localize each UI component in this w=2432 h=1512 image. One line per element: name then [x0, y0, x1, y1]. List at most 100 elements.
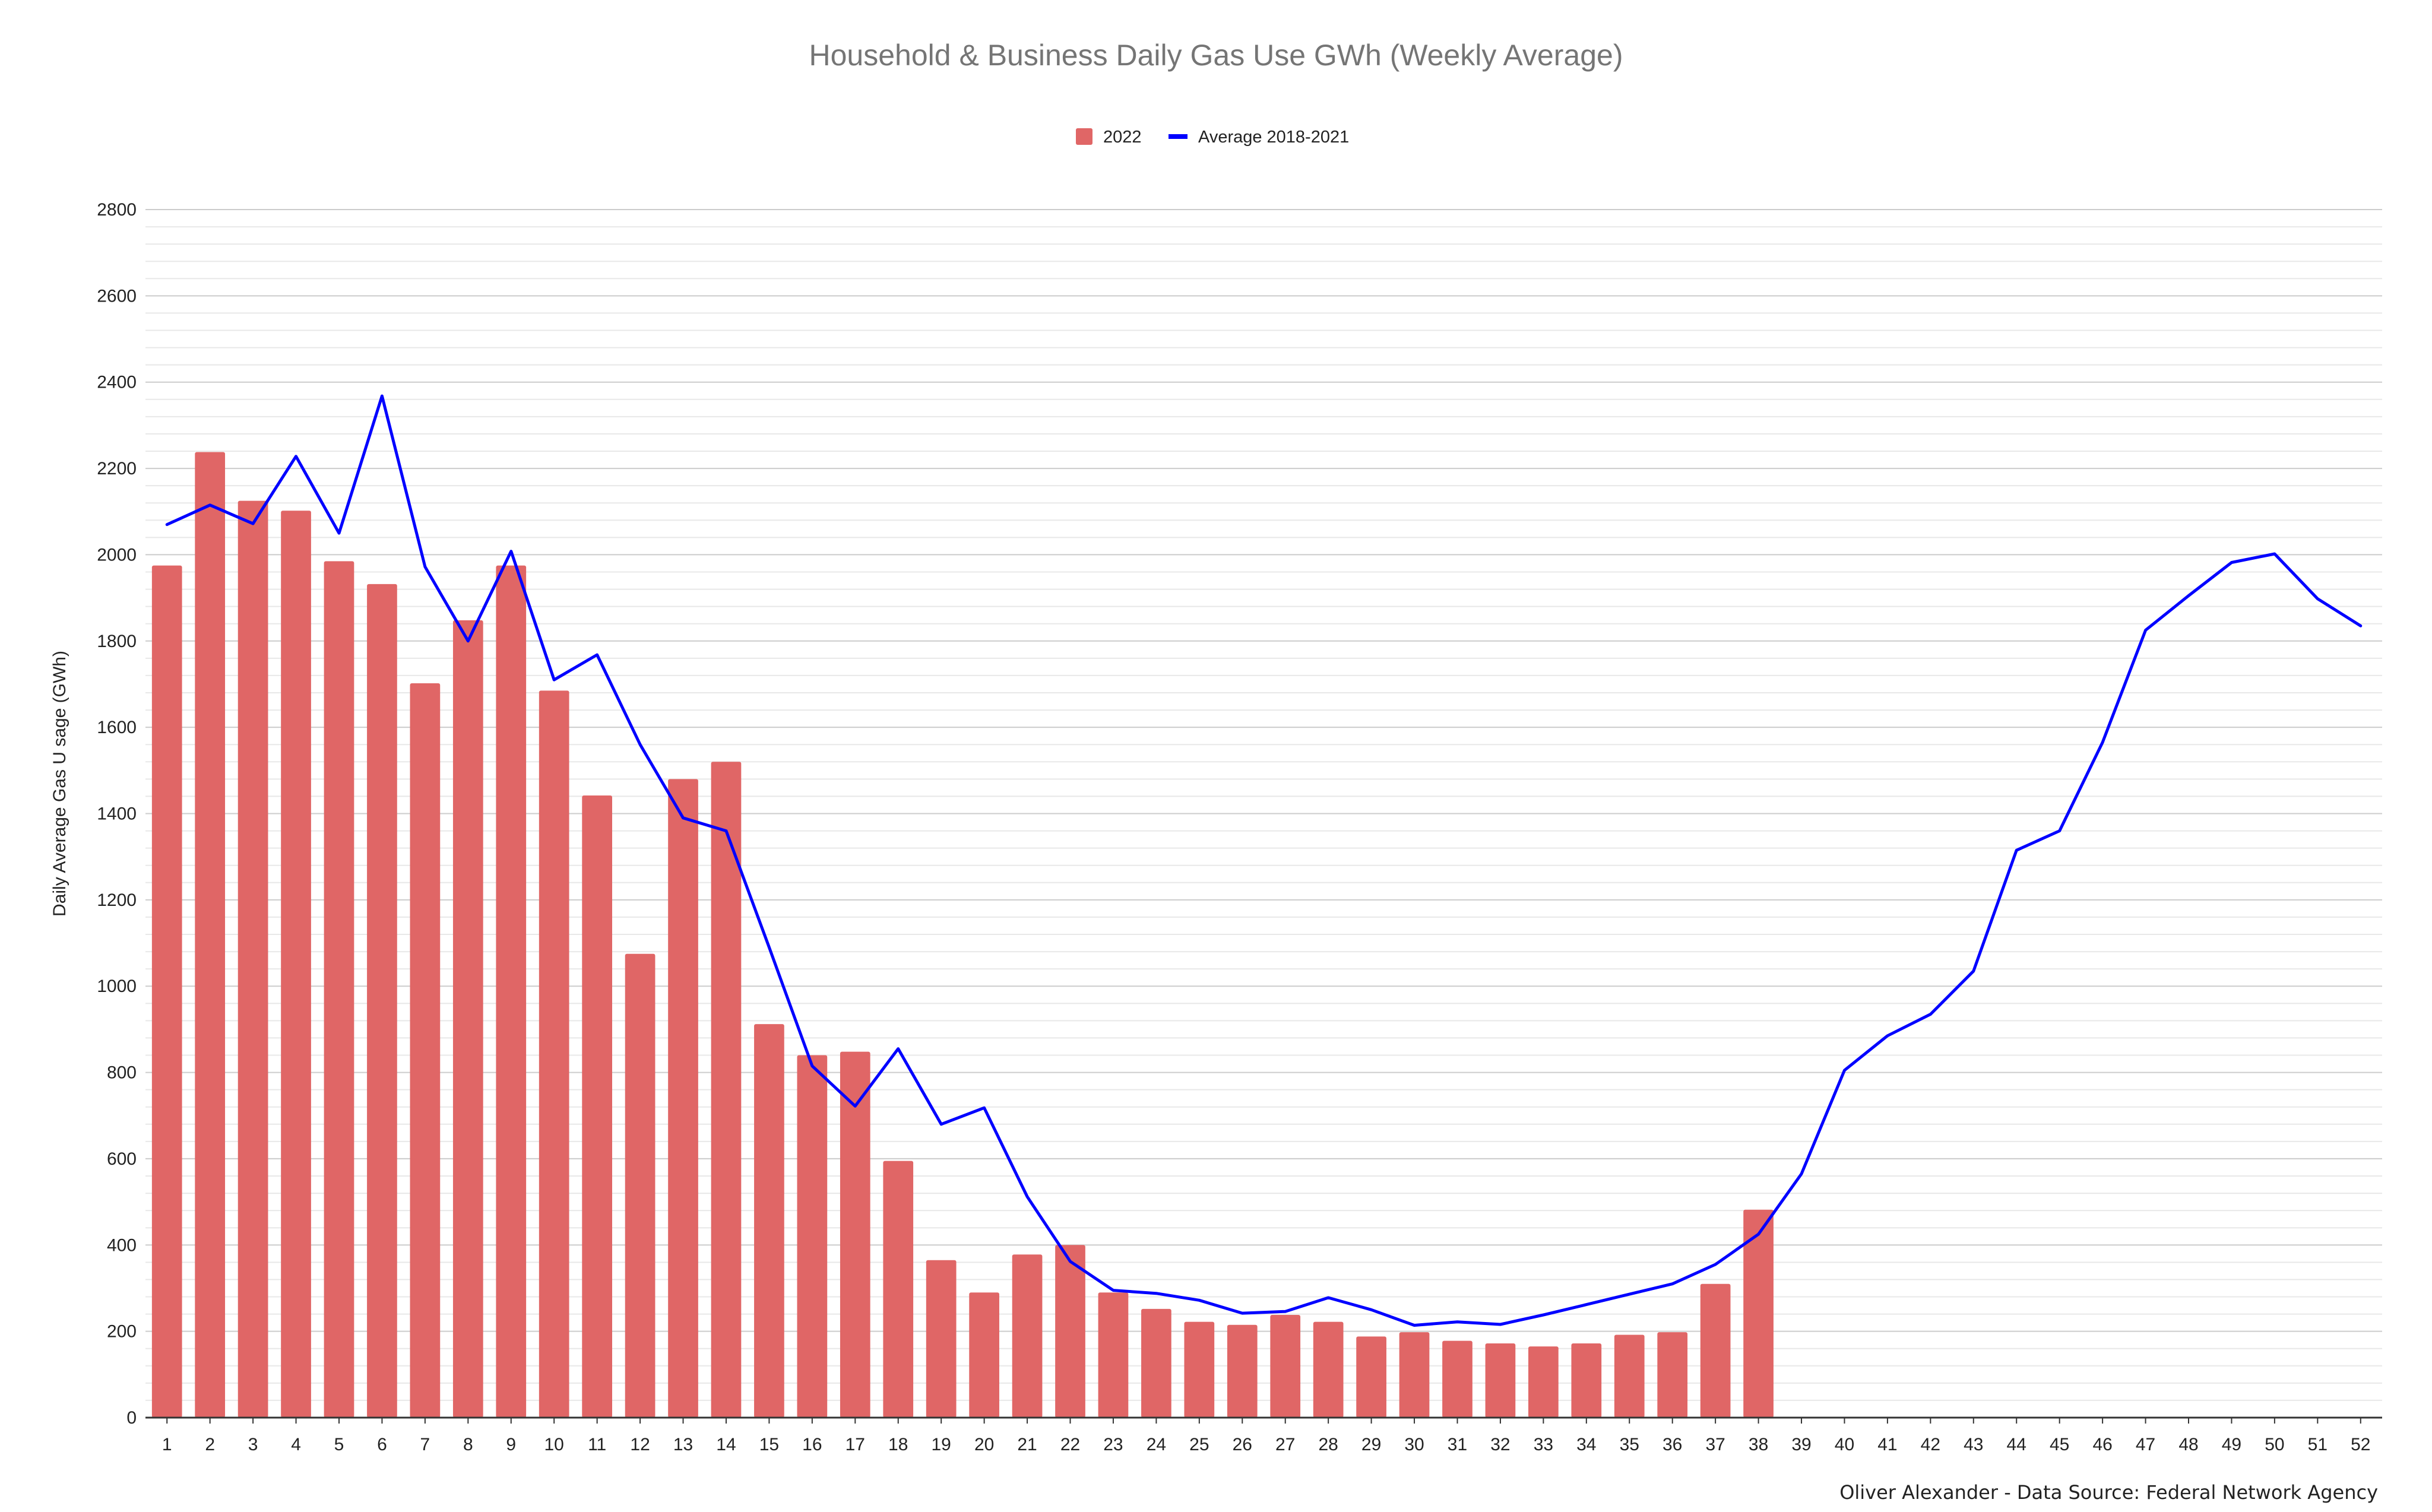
- x-tick-label: 12: [630, 1435, 650, 1454]
- x-tick-label: 51: [2308, 1435, 2328, 1454]
- x-tick-label: 32: [1490, 1435, 1510, 1454]
- x-tick-label: 27: [1275, 1435, 1295, 1454]
- bar-2022-week-3: [238, 500, 268, 1418]
- bar-2022-week-9: [496, 565, 527, 1418]
- chart-title: Household & Business Daily Gas Use GWh (…: [809, 39, 1623, 72]
- y-tick-label: 1800: [97, 632, 137, 651]
- bar-2022-week-20: [969, 1292, 999, 1418]
- bar-2022-week-13: [668, 779, 698, 1418]
- x-tick-label: 48: [2178, 1435, 2198, 1454]
- y-tick-label: 0: [126, 1408, 137, 1428]
- x-tick-label: 9: [506, 1435, 516, 1454]
- x-tick-label: 16: [802, 1435, 822, 1454]
- line-series-average: [165, 394, 2363, 1327]
- bar-2022-week-27: [1270, 1315, 1301, 1418]
- y-tick-label: 2800: [97, 200, 137, 220]
- x-tick-label: 36: [1662, 1435, 1682, 1454]
- x-tick-label: 24: [1147, 1435, 1166, 1454]
- x-tick-label: 39: [1791, 1435, 1811, 1454]
- x-tick-label: 44: [2007, 1435, 2026, 1454]
- bar-2022-week-18: [883, 1161, 914, 1418]
- legend-swatch-2022: [1076, 128, 1092, 145]
- bar-2022-week-24: [1141, 1308, 1171, 1418]
- y-tick-label: 1400: [97, 804, 137, 824]
- axes: 0200400600800100012001400160018002000220…: [97, 200, 2382, 1454]
- bar-series-2022: [151, 452, 1774, 1418]
- x-tick-label: 22: [1060, 1435, 1080, 1454]
- x-tick-label: 40: [1835, 1435, 1854, 1454]
- x-tick-label: 31: [1448, 1435, 1467, 1454]
- y-tick-label: 1200: [97, 890, 137, 910]
- x-tick-label: 18: [888, 1435, 908, 1454]
- x-tick-label: 11: [588, 1435, 606, 1454]
- bar-2022-week-5: [324, 561, 354, 1418]
- x-tick-label: 10: [544, 1435, 564, 1454]
- bar-2022-week-19: [926, 1260, 957, 1418]
- y-tick-label: 600: [107, 1149, 137, 1169]
- bar-2022-week-11: [582, 795, 612, 1418]
- x-tick-label: 37: [1705, 1435, 1725, 1454]
- bar-2022-week-34: [1571, 1343, 1602, 1418]
- footer-credit: Oliver Alexander - Data Source: Federal …: [1839, 1481, 2378, 1504]
- bar-2022-week-32: [1485, 1343, 1516, 1418]
- x-tick-label: 25: [1189, 1435, 1209, 1454]
- x-tick-label: 23: [1103, 1435, 1123, 1454]
- x-tick-label: 3: [248, 1435, 258, 1454]
- x-tick-label: 19: [931, 1435, 951, 1454]
- bar-2022-week-22: [1055, 1245, 1085, 1418]
- y-tick-label: 400: [107, 1235, 137, 1255]
- bar-2022-week-37: [1700, 1283, 1731, 1418]
- x-tick-label: 43: [1964, 1435, 1983, 1454]
- bar-2022-week-4: [281, 511, 311, 1418]
- bar-2022-week-21: [1012, 1254, 1043, 1418]
- bar-2022-week-36: [1657, 1332, 1688, 1418]
- y-tick-label: 200: [107, 1322, 137, 1342]
- bar-2022-week-28: [1313, 1321, 1344, 1418]
- x-tick-label: 35: [1620, 1435, 1639, 1454]
- legend-label-average: Average 2018-2021: [1198, 128, 1349, 147]
- bar-2022-week-25: [1184, 1321, 1215, 1418]
- x-tick-label: 21: [1017, 1435, 1037, 1454]
- bar-2022-week-7: [410, 683, 441, 1418]
- y-axis-label: Daily Average Gas U sage (GWh): [50, 651, 69, 917]
- x-tick-label: 28: [1318, 1435, 1338, 1454]
- bar-2022-week-10: [539, 690, 569, 1418]
- bar-2022-week-15: [754, 1024, 784, 1418]
- x-tick-label: 6: [377, 1435, 387, 1454]
- x-tick-label: 50: [2265, 1435, 2284, 1454]
- x-tick-label: 45: [2050, 1435, 2069, 1454]
- y-tick-label: 2200: [97, 459, 137, 478]
- x-tick-label: 49: [2222, 1435, 2241, 1454]
- x-tick-label: 52: [2351, 1435, 2370, 1454]
- bar-2022-week-2: [195, 452, 226, 1418]
- x-tick-label: 2: [205, 1435, 215, 1454]
- x-tick-label: 42: [1921, 1435, 1940, 1454]
- legend-swatch-average: [1168, 134, 1188, 139]
- bar-2022-week-29: [1356, 1336, 1386, 1418]
- x-tick-label: 29: [1361, 1435, 1381, 1454]
- bar-2022-week-12: [625, 953, 656, 1418]
- y-tick-label: 1000: [97, 977, 137, 996]
- x-tick-label: 8: [463, 1435, 473, 1454]
- x-tick-label: 26: [1233, 1435, 1252, 1454]
- x-tick-label: 41: [1877, 1435, 1897, 1454]
- x-tick-label: 17: [846, 1435, 865, 1454]
- x-tick-label: 5: [334, 1435, 344, 1454]
- bar-2022-week-16: [797, 1055, 828, 1418]
- line-average-2018-2021: [165, 394, 2363, 1327]
- bar-2022-week-30: [1399, 1332, 1430, 1418]
- y-tick-label: 2000: [97, 545, 137, 565]
- x-tick-label: 15: [759, 1435, 779, 1454]
- y-tick-label: 800: [107, 1063, 137, 1083]
- x-tick-label: 1: [162, 1435, 172, 1454]
- bar-2022-week-1: [151, 565, 182, 1418]
- bar-2022-week-23: [1098, 1292, 1129, 1418]
- bar-2022-week-6: [367, 584, 397, 1418]
- x-tick-label: 30: [1404, 1435, 1424, 1454]
- x-tick-label: 14: [716, 1435, 736, 1454]
- x-tick-label: 33: [1534, 1435, 1553, 1454]
- y-tick-label: 2400: [97, 373, 137, 392]
- x-tick-label: 38: [1749, 1435, 1768, 1454]
